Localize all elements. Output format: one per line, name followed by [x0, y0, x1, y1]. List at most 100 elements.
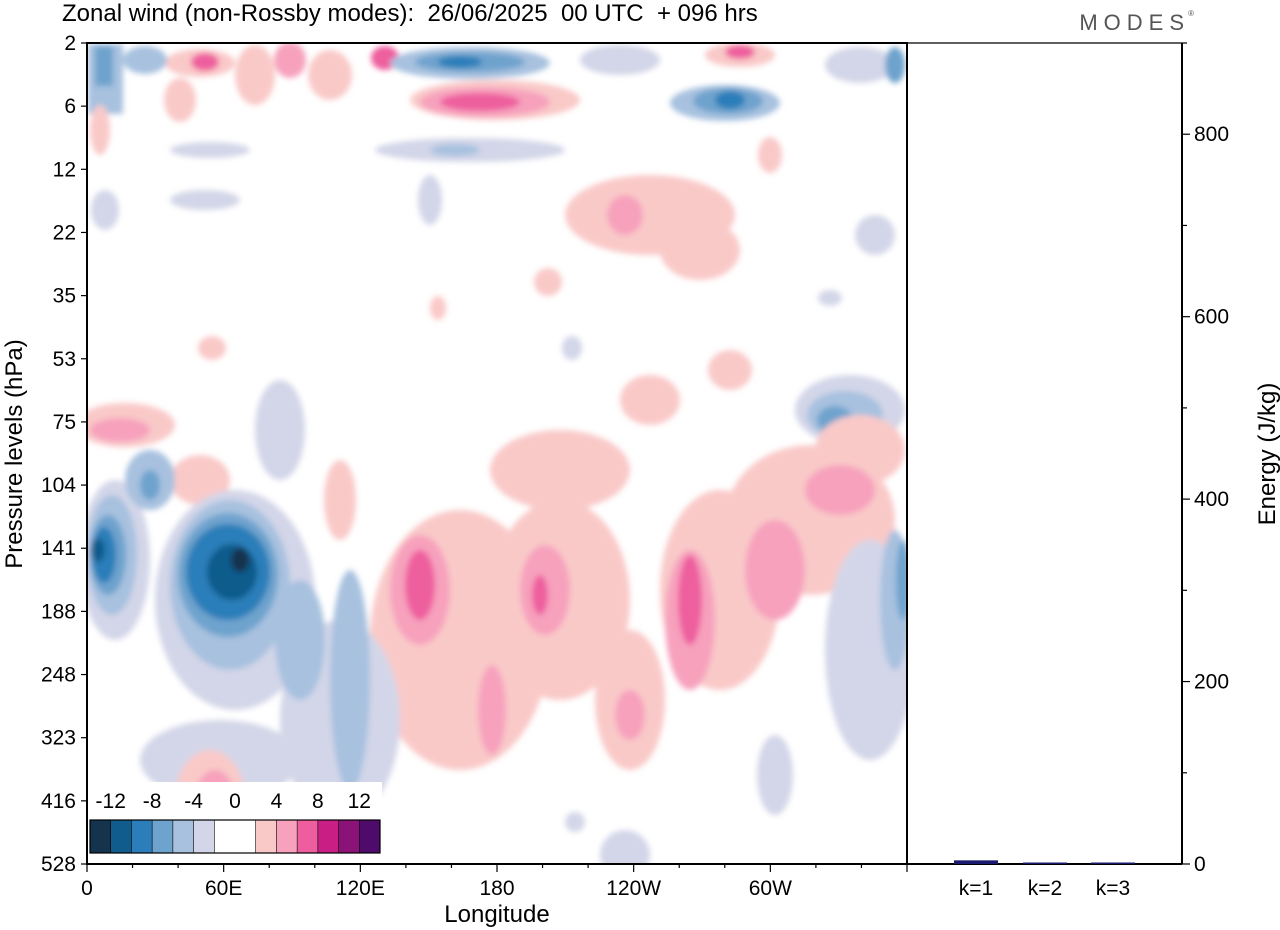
blob-westerly	[90, 418, 150, 442]
blob-westerly	[725, 45, 755, 59]
blob-westerly	[607, 195, 643, 235]
blob-westerly	[615, 690, 645, 740]
blob-westerly	[532, 575, 548, 615]
y-axis-label: Pressure levels (hPa)	[1, 339, 28, 568]
colorbar-swatch	[214, 820, 236, 853]
energy-tick-label: 600	[1194, 306, 1229, 329]
registered-mark: ®	[1188, 9, 1194, 18]
y-tick-label: 75	[53, 411, 76, 434]
energy-bar-label: k=1	[959, 877, 993, 900]
y-axis: 2 6 12 22 35 53 75 104 141 188 248 323 416 528	[41, 32, 87, 876]
blob-westerly	[164, 78, 196, 122]
energy-bar	[954, 860, 998, 864]
colorbar-label: 8	[312, 790, 324, 813]
energy-axis-label: Energy (J/kg)	[1254, 383, 1280, 526]
blob-easterly	[330, 570, 370, 790]
x-tick-label: 60W	[749, 877, 792, 900]
blob-westerly	[745, 520, 805, 620]
y-tick-label: 22	[53, 221, 76, 244]
blob-easterly	[855, 215, 895, 255]
blob-easterly	[562, 336, 582, 360]
colorbar-swatch	[172, 820, 195, 853]
blob-easterly	[91, 538, 105, 562]
colorbar-swatch	[235, 820, 257, 853]
colorbar-swatch	[338, 820, 360, 853]
colorbar-label: 12	[348, 790, 371, 813]
blob-westerly	[758, 137, 782, 173]
y-tick-label: 35	[53, 285, 76, 308]
chart-title: Zonal wind (non-Rossby modes): 26/06/202…	[62, 0, 758, 27]
blob-easterly	[825, 47, 895, 83]
heatmap-field	[87, 43, 907, 864]
x-tick-label: 120W	[606, 877, 661, 900]
x-tick-label: 60E	[205, 877, 242, 900]
energy-axis: 0 200 400 600 800	[1182, 42, 1229, 876]
blob-easterly	[580, 45, 660, 75]
blob-easterly	[207, 544, 257, 600]
energy-bar-label: k=2	[1028, 877, 1062, 900]
energy-tick-label: 0	[1194, 853, 1206, 876]
colorbar-label: -12	[96, 790, 126, 813]
blob-westerly	[191, 53, 219, 71]
colorbar-swatch	[131, 820, 153, 853]
blob-westerly	[430, 296, 446, 320]
y-tick-label: 528	[41, 853, 76, 876]
colorbar-swatch	[276, 820, 298, 853]
y-tick-label: 2	[64, 32, 76, 55]
blob-easterly	[170, 142, 250, 158]
colorbar-label: -4	[184, 790, 203, 813]
blob-westerly	[235, 45, 275, 105]
blob-westerly	[170, 455, 230, 505]
colorbar-label: 4	[271, 790, 283, 813]
y-tick-label: 248	[41, 664, 76, 687]
colorbar-frame	[89, 819, 381, 854]
blob-westerly	[90, 105, 110, 155]
x-axis-label: Longitude	[444, 901, 549, 928]
energy-bar	[1023, 862, 1067, 864]
energy-bar	[1091, 862, 1135, 864]
blob-westerly	[534, 268, 562, 296]
y-tick-label: 53	[53, 348, 76, 371]
blob-easterly	[565, 812, 585, 832]
blob-westerly	[440, 93, 520, 111]
colorbar-swatch	[90, 820, 112, 853]
colorbar-swatch	[359, 820, 381, 853]
blob-easterly	[123, 46, 167, 74]
x-tick-label: 120E	[336, 877, 385, 900]
blob-easterly	[818, 290, 842, 306]
blob-easterly	[255, 380, 305, 480]
colorbar-swatch	[193, 820, 215, 853]
colorbar-swatch	[110, 820, 132, 853]
colorbar-swatch	[297, 820, 319, 853]
energy-bar-label: k=3	[1096, 877, 1130, 900]
colorbar: -12 -8 -4 0 4 8 12	[88, 782, 382, 858]
energy-tick-label: 200	[1194, 671, 1229, 694]
blob-westerly	[324, 460, 356, 540]
blob-westerly	[490, 430, 630, 510]
y-tick-label: 104	[41, 474, 76, 497]
blob-easterly	[757, 735, 793, 815]
blob-easterly	[275, 580, 325, 700]
heatmap-blobs	[87, 43, 907, 864]
blob-easterly	[418, 175, 442, 225]
x-tick-label: 180	[479, 877, 514, 900]
y-tick-label: 141	[41, 537, 76, 560]
blob-westerly	[660, 220, 740, 280]
blob-westerly	[198, 336, 226, 360]
blob-easterly	[885, 47, 905, 83]
colorbar-swatch	[317, 820, 340, 853]
x-axis: 0 60E 120E 180 120W 60W	[81, 864, 908, 900]
colorbar-label: -8	[143, 790, 162, 813]
blob-westerly	[405, 550, 435, 620]
colorbar-label: 0	[229, 790, 241, 813]
blob-easterly	[140, 470, 160, 500]
blob-westerly	[274, 43, 306, 78]
blob-westerly	[805, 465, 875, 515]
blob-westerly	[308, 50, 352, 100]
blob-westerly	[620, 375, 680, 425]
blob-easterly	[95, 46, 113, 86]
blob-easterly	[170, 190, 240, 210]
blob-easterly	[91, 190, 119, 230]
y-tick-label: 323	[41, 727, 76, 750]
colorbar-swatch	[152, 820, 174, 853]
